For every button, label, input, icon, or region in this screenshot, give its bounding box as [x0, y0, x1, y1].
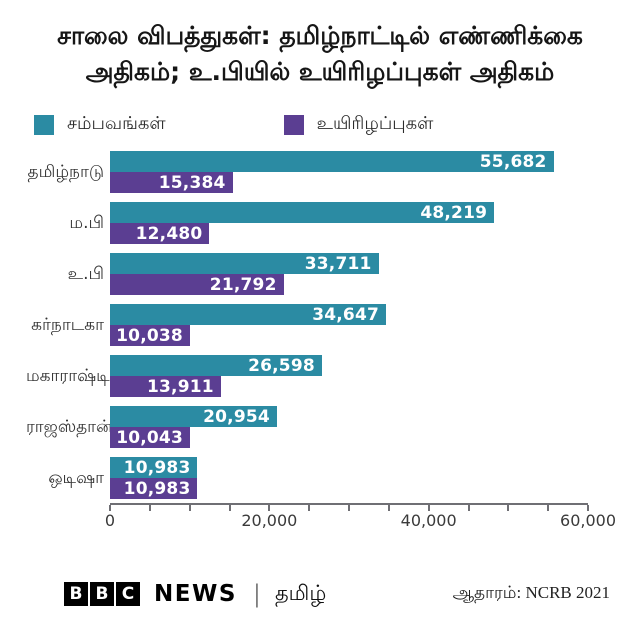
axis-tick — [348, 505, 350, 511]
chart-rows: தமிழ்நாடு 55,682 15,384 ம.பி 48,219 12,480 உ.ப… — [26, 151, 614, 499]
axis-tick — [467, 505, 470, 511]
legend-label-incidents: சம்பவங்கள் — [67, 113, 166, 134]
deaths-value-label: 15,384 — [158, 172, 226, 193]
incidents-bar: 10,983 — [110, 457, 198, 478]
axis-tick — [228, 505, 231, 511]
deaths-swatch-icon — [283, 114, 304, 135]
deaths-bar: 15,384 — [110, 172, 233, 193]
category-label: தமிழ்நாடு — [27, 161, 104, 182]
bar-group: 33,711 21,792 — [110, 253, 588, 295]
chart-title-line2: அதிகம்; உ.பியில் உயிரிழப்புகள் அதிகம் — [85, 56, 555, 86]
bar-group: 26,598 13,911 — [110, 355, 588, 397]
deaths-value-label: 13,911 — [147, 376, 214, 397]
chart-row: தமிழ்நாடு 55,682 15,384 — [26, 151, 614, 193]
bbc-logo: B B C — [64, 582, 140, 606]
x-axis-line — [109, 503, 589, 511]
category-label: மகாராஷ்டிரா — [26, 365, 128, 386]
incidents-swatch-icon — [34, 114, 54, 135]
source-credit: ஆதாரம்: NCRB 2021 — [452, 583, 610, 602]
axis-tick — [507, 505, 510, 511]
incidents-bar: 55,682 — [110, 151, 554, 172]
axis-tick — [308, 505, 311, 511]
incidents-bar: 26,598 — [110, 355, 322, 376]
bar-group: 20,954 10,043 — [110, 406, 588, 448]
category-label: கர்நாடகா — [31, 314, 104, 335]
footer-separator: | — [252, 580, 261, 608]
deaths-value-label: 10,038 — [116, 325, 183, 346]
bar-group: 10,983 10,983 — [110, 457, 588, 499]
incidents-bar: 20,954 — [110, 406, 277, 427]
axis-tick-label: 40,000 — [400, 511, 457, 530]
bbc-logo-block-1: B — [64, 582, 88, 606]
incidents-bar: 48,219 — [110, 202, 495, 223]
legend-item-deaths: உயிரிழப்புகள் — [283, 113, 434, 136]
chart-row: ராஜஸ்தான் 20,954 10,043 — [26, 406, 614, 448]
axis-tick — [109, 505, 111, 511]
incidents-bar: 33,711 — [110, 253, 379, 274]
axis-tick-label: 20,000 — [241, 511, 298, 530]
bar-group: 34,647 10,038 — [110, 304, 588, 346]
footer: B B C NEWS | தமிழ் ஆதாரம்: NCRB 2021 — [0, 580, 640, 608]
deaths-bar: 10,983 — [110, 478, 198, 499]
axis-tick — [268, 505, 271, 511]
bbc-logo-block-2: B — [90, 582, 114, 606]
legend-item-incidents: சம்பவங்கள் — [34, 113, 166, 136]
incidents-value-label: 26,598 — [248, 355, 315, 376]
category-label: ம.பி — [69, 212, 104, 233]
axis-tick-label: 60,000 — [560, 511, 616, 530]
deaths-bar: 10,038 — [110, 325, 190, 346]
bar-group: 55,682 15,384 — [110, 151, 588, 193]
chart-row: மகாராஷ்டிரா 26,598 13,911 — [26, 355, 614, 397]
deaths-bar: 21,792 — [110, 274, 284, 295]
incidents-value-label: 33,711 — [304, 253, 372, 274]
axis-tick — [387, 505, 390, 511]
bar-group: 48,219 12,480 — [110, 202, 588, 244]
chart-title: சாலை விபத்துகள்: தமிழ்நாட்டில் எண்ணிக்கை… — [26, 18, 614, 89]
category-label: உ.பி — [67, 263, 104, 284]
bar-chart: தமிழ்நாடு 55,682 15,384 ம.பி 48,219 12,480 உ.ப… — [26, 151, 616, 537]
axis-tick-label: 0 — [104, 511, 116, 530]
incidents-value-label: 20,954 — [203, 406, 270, 427]
axis-tick — [148, 505, 151, 511]
axis-tick — [547, 505, 550, 511]
incidents-bar: 34,647 — [110, 304, 387, 325]
incidents-value-label: 34,647 — [312, 304, 380, 325]
category-label: ஒடிஷா — [48, 467, 104, 488]
incidents-value-label: 48,219 — [420, 202, 488, 223]
incidents-value-label: 55,682 — [479, 151, 547, 172]
deaths-bar: 12,480 — [110, 223, 210, 244]
axis-tick — [587, 505, 589, 511]
bbc-wordmark: NEWS — [154, 581, 237, 607]
axis-tick — [188, 505, 191, 511]
legend: சம்பவங்கள் உயிரிழப்புகள் — [34, 113, 614, 136]
chart-row: ஒடிஷா 10,983 10,983 — [26, 457, 614, 499]
chart-row: உ.பி 33,711 21,792 — [26, 253, 614, 295]
bbc-logo-block-3: C — [116, 582, 140, 606]
deaths-value-label: 12,480 — [135, 223, 203, 244]
x-axis-labels: 0 20,000 40,000 60,000 — [105, 511, 616, 537]
deaths-value-label: 21,792 — [209, 274, 277, 295]
footer-brand-tamil: தமிழ் — [275, 580, 327, 605]
chart-title-line1: சாலை விபத்துகள்: தமிழ்நாட்டில் எண்ணிக்கை — [57, 21, 583, 50]
incidents-value-label: 10,983 — [123, 457, 191, 478]
deaths-value-label: 10,043 — [116, 427, 183, 448]
deaths-bar: 10,043 — [110, 427, 190, 448]
chart-row: கர்நாடகா 34,647 10,038 — [26, 304, 614, 346]
deaths-bar: 13,911 — [110, 376, 221, 397]
x-axis: 0 20,000 40,000 60,000 — [105, 503, 616, 537]
legend-label-deaths: உயிரிழப்புகள் — [316, 113, 434, 134]
deaths-value-label: 10,983 — [123, 478, 191, 499]
chart-row: ம.பி 48,219 12,480 — [26, 202, 614, 244]
axis-tick — [427, 505, 430, 511]
category-label: ராஜஸ்தான் — [26, 416, 113, 437]
